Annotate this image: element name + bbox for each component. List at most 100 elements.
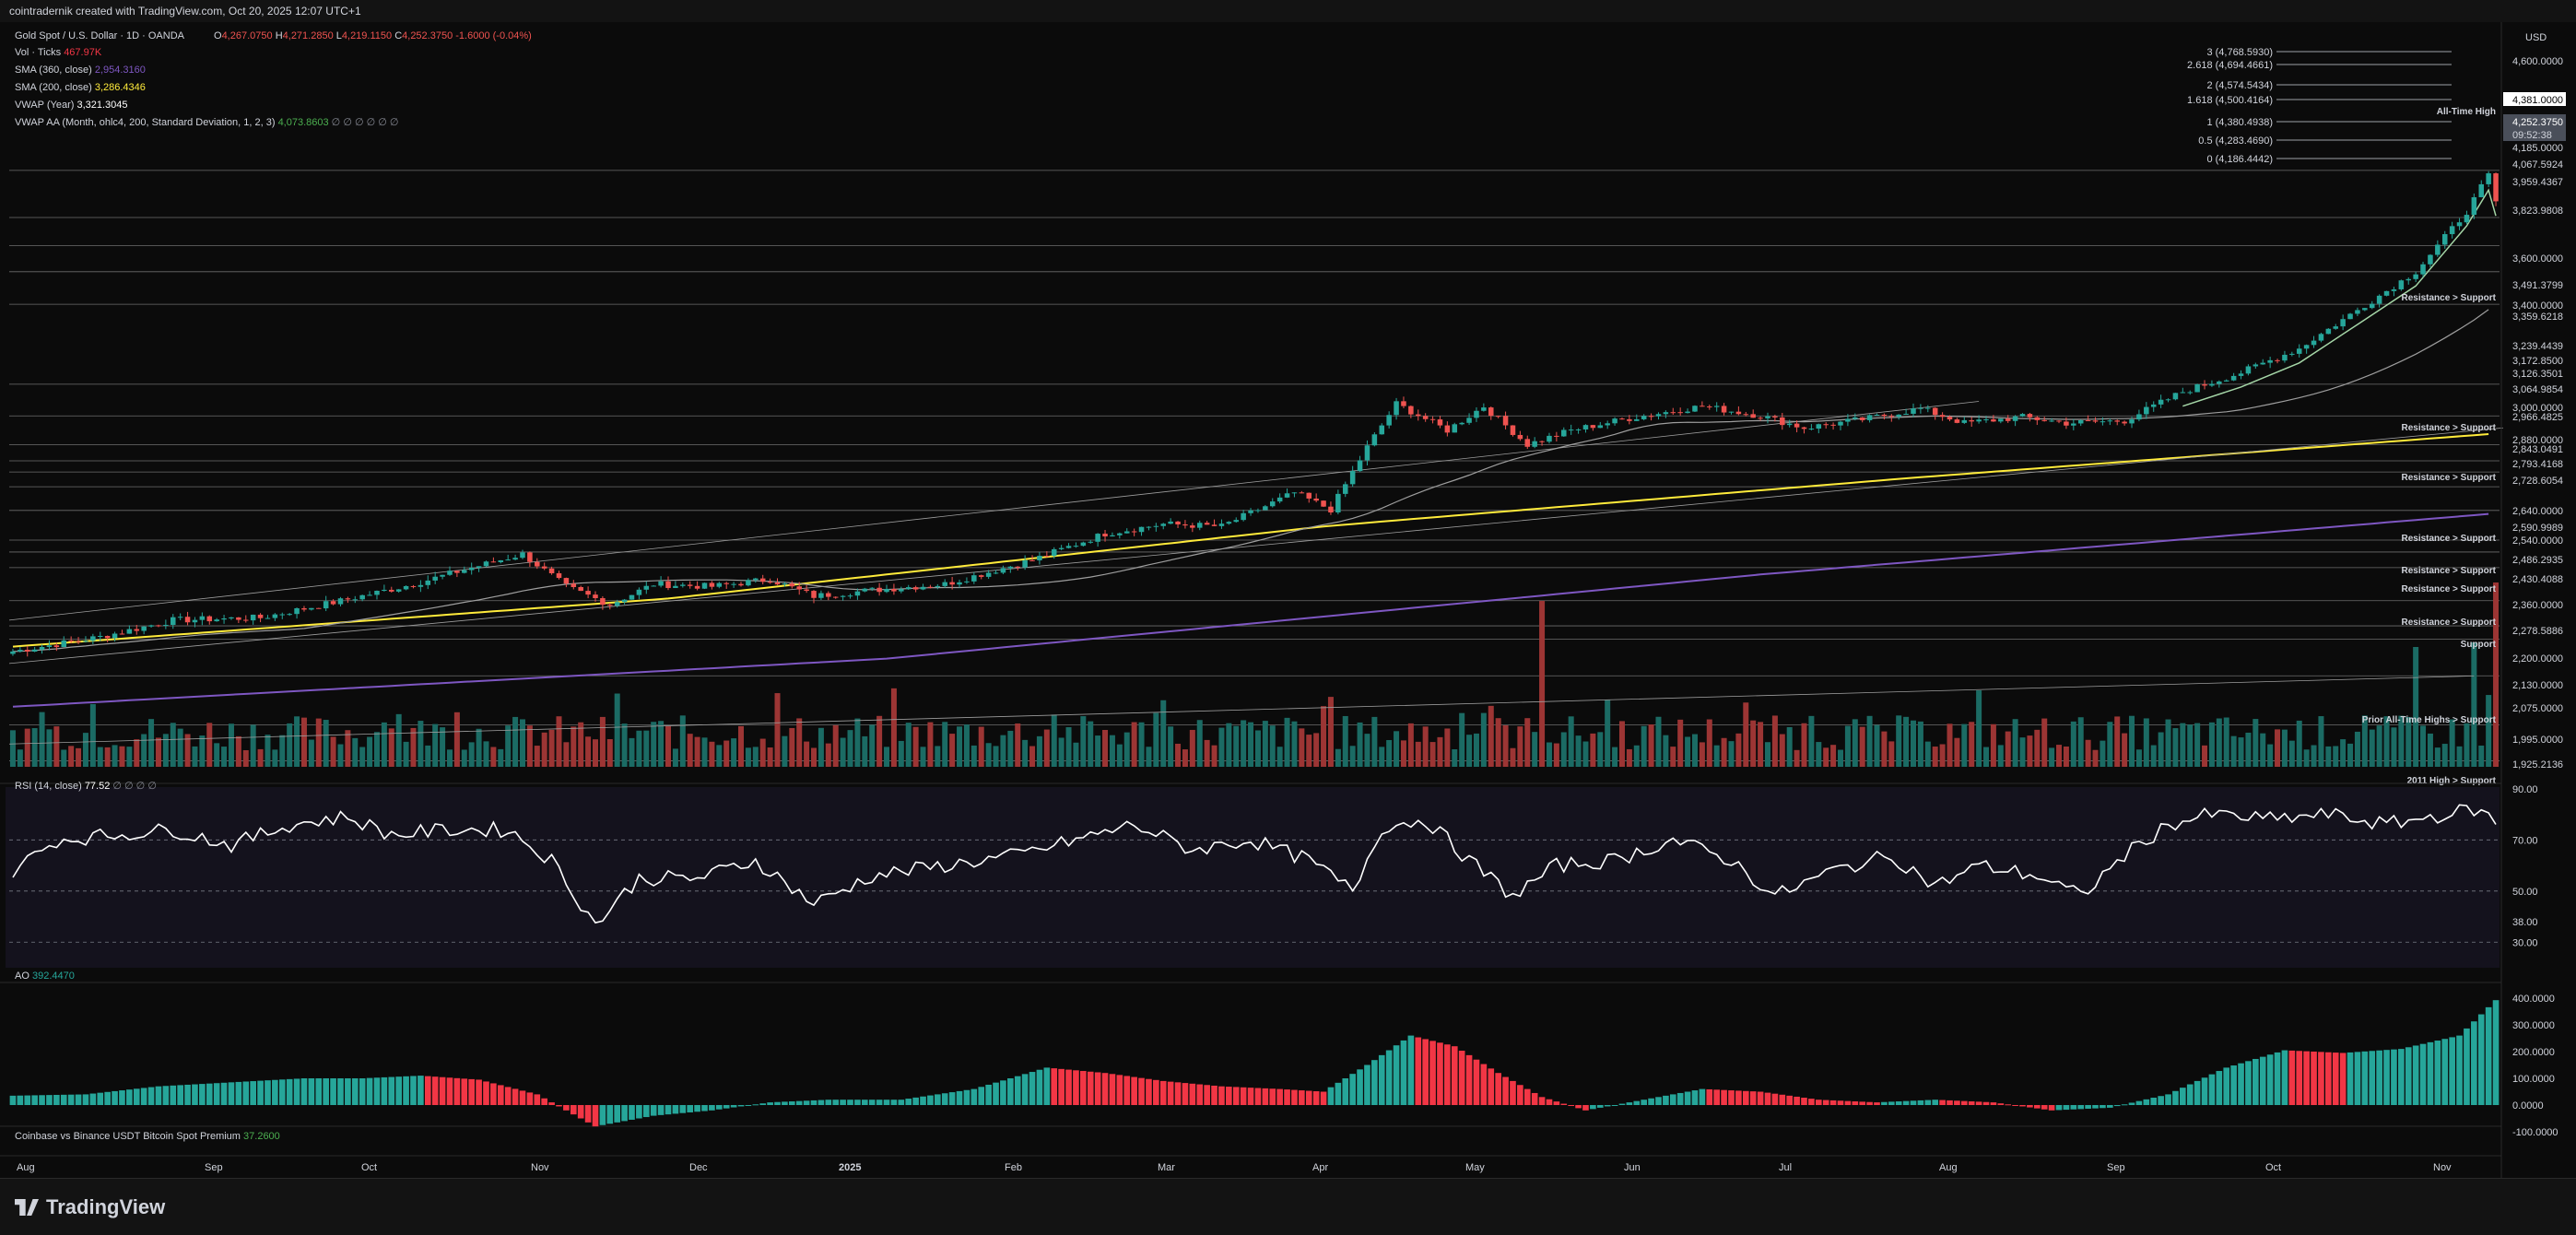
volume-bar xyxy=(1116,744,1123,767)
volume-bar xyxy=(1248,722,1254,767)
candle-body xyxy=(483,561,489,567)
candle-body xyxy=(1349,471,1356,485)
ao-bar xyxy=(1676,1092,1684,1105)
candle-body xyxy=(1896,414,1901,418)
candle-body xyxy=(826,593,831,597)
candle-body xyxy=(847,595,853,597)
ao-bar xyxy=(60,1094,67,1105)
ao-bar xyxy=(788,1101,795,1105)
volume-bar xyxy=(505,725,512,767)
price-axis[interactable]: 4,600.0000 4,185.0000 4,067.5924 3,959.4367… xyxy=(2503,56,2566,1138)
candle-body xyxy=(1037,556,1042,561)
ao-bar xyxy=(2274,1052,2281,1105)
ao-bar xyxy=(782,1101,788,1105)
candle-body xyxy=(1196,523,1203,528)
price-highlight-box[interactable] xyxy=(2503,127,2566,141)
ao-bar xyxy=(1604,1105,1611,1107)
candle-body xyxy=(309,607,314,610)
volume-bar xyxy=(1874,724,1880,767)
candle-body xyxy=(818,593,824,598)
candle-body xyxy=(2369,303,2375,309)
price-tick-label: 3,600.0000 xyxy=(2512,253,2563,265)
candle-body xyxy=(432,576,438,581)
candle-body xyxy=(1925,407,1931,409)
volume-bar xyxy=(1168,726,1174,767)
volume-bar xyxy=(738,725,745,767)
candle-body xyxy=(1211,524,1217,526)
volume-bar xyxy=(1371,716,1378,767)
volume-bar xyxy=(68,746,75,767)
volume-bar xyxy=(2413,647,2419,767)
volume-bar xyxy=(1713,745,1720,767)
legend-symbol: Gold Spot / U.S. Dollar · 1D · OANDA xyxy=(15,30,185,41)
volume-bar xyxy=(403,741,409,767)
ao-bar xyxy=(657,1105,665,1115)
ao-bar xyxy=(993,1082,999,1105)
ao-bar xyxy=(250,1081,256,1105)
volume-bar xyxy=(476,728,482,767)
volume-bar xyxy=(840,737,846,767)
ao-bar xyxy=(2100,1105,2106,1109)
ao-bar xyxy=(1618,1103,1626,1105)
ao-bar xyxy=(2055,1105,2063,1111)
volume-bar xyxy=(1553,743,1559,767)
volume-bar xyxy=(76,747,82,767)
volume-bar xyxy=(1080,716,1087,767)
candle-body xyxy=(2077,419,2084,424)
price-highlight-box[interactable] xyxy=(2503,92,2566,106)
candle-body xyxy=(2129,419,2135,424)
volume-bar xyxy=(2005,731,2011,767)
legend-ohlc: O4,267.0750 H4,271.2850 L4,219.1150 C4,2… xyxy=(214,30,532,41)
candle-body xyxy=(1954,419,1960,423)
ao-bar xyxy=(82,1094,89,1105)
rsi-pane[interactable] xyxy=(9,804,2500,943)
gold-chart[interactable]: 3 (4,768.5930) 2.618 (4,694.4661) 2 (4,574… xyxy=(0,22,2576,1178)
volume-bar xyxy=(1830,745,1837,767)
volume-bar xyxy=(1532,732,1538,767)
candle-body xyxy=(796,586,802,590)
ao-bar xyxy=(1822,1100,1829,1105)
ao-bar xyxy=(2405,1047,2412,1105)
candle-body xyxy=(1452,424,1458,433)
ao-bar xyxy=(1393,1045,1400,1105)
candle-body xyxy=(869,587,875,589)
price-highlight-label: 09:52:38 xyxy=(2512,130,2552,141)
ao-bar xyxy=(89,1093,97,1105)
volume-bar xyxy=(446,749,453,767)
time-axis-label: Nov xyxy=(531,1162,549,1173)
candle-body xyxy=(512,558,518,560)
ao-bar xyxy=(381,1076,388,1105)
ao-bar xyxy=(1517,1085,1523,1105)
fib-extension[interactable]: 3 (4,768.5930) 2.618 (4,694.4661) 2 (4,574… xyxy=(2187,47,2452,165)
ao-bar xyxy=(1691,1090,1699,1105)
candle-body xyxy=(2223,380,2229,382)
tradingview-logo[interactable]: TradingView xyxy=(15,1195,165,1219)
candlesticks[interactable] xyxy=(10,171,2499,657)
ao-bar xyxy=(1218,1086,1225,1105)
volume-bar xyxy=(1058,737,1065,767)
candle-body xyxy=(1517,434,1523,440)
price-highlight-box[interactable] xyxy=(2503,114,2566,128)
candle-body xyxy=(2122,421,2127,424)
volume-bar xyxy=(519,719,525,767)
candle-body xyxy=(1241,512,1246,521)
volume-bar xyxy=(723,740,730,767)
time-axis-label: Feb xyxy=(1005,1162,1022,1173)
volume-bar xyxy=(869,724,876,767)
price-highlight-label: 4,381.0000 xyxy=(2512,95,2563,106)
time-axis[interactable]: Aug Sep Oct Nov Dec 2025 Feb Mar Apr May Jun Jul Aug… xyxy=(17,1162,2452,1173)
volume-bar xyxy=(1276,747,1283,767)
volume-bar xyxy=(1699,742,1705,767)
volume-bar xyxy=(300,717,307,767)
volume-bar xyxy=(2216,718,2222,767)
volume-bar xyxy=(1160,700,1167,767)
candle-body xyxy=(1947,417,1953,420)
ao-bar xyxy=(1531,1092,1538,1105)
volume-bar xyxy=(752,747,759,767)
tradingview-logo-icon xyxy=(15,1199,39,1216)
fib-level-label: 0 (4,186.4442) xyxy=(2206,154,2273,165)
price-tick-label: 3,064.9854 xyxy=(2512,384,2563,395)
ao-bar xyxy=(1575,1105,1582,1109)
ao-pane[interactable] xyxy=(9,1000,2500,1127)
candle-body xyxy=(832,596,839,598)
